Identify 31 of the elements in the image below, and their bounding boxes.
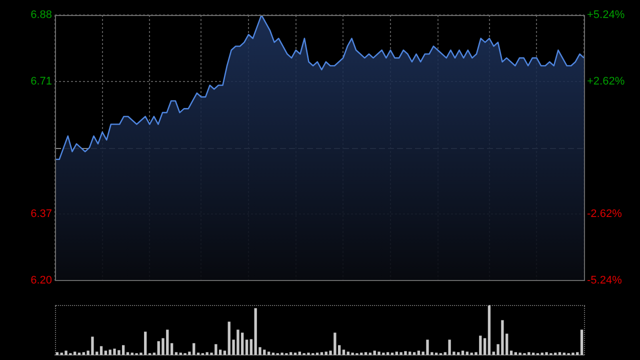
bar [267,352,270,355]
bar [320,352,324,355]
bar [461,350,464,355]
bar [126,352,130,355]
bar [364,352,368,355]
bar [412,352,416,355]
bar [218,350,222,355]
y-tick-label: 6.71 [30,75,52,88]
bar [342,350,346,355]
bar [56,352,59,355]
y2-tick-label: -2.62% [587,208,622,220]
bar [558,352,562,355]
bar [245,340,248,355]
bar [174,352,178,355]
bar [104,350,108,355]
y-tick-label: 6.88 [30,9,52,22]
bar [417,350,420,355]
bar [170,343,174,355]
y2-tick-label: +5.24% [587,9,625,22]
bar [510,350,513,355]
bar [483,338,486,355]
bar [426,340,429,355]
y-tick-label: 6.37 [30,208,52,220]
bar [466,352,469,355]
bar [580,330,584,355]
y-tick-label: 6.20 [30,274,52,286]
bar [100,346,103,355]
y2-tick-label: -5.24% [587,274,622,286]
bar [488,305,491,355]
y2-tick-label: +2.62% [587,75,625,88]
bar [223,350,226,355]
